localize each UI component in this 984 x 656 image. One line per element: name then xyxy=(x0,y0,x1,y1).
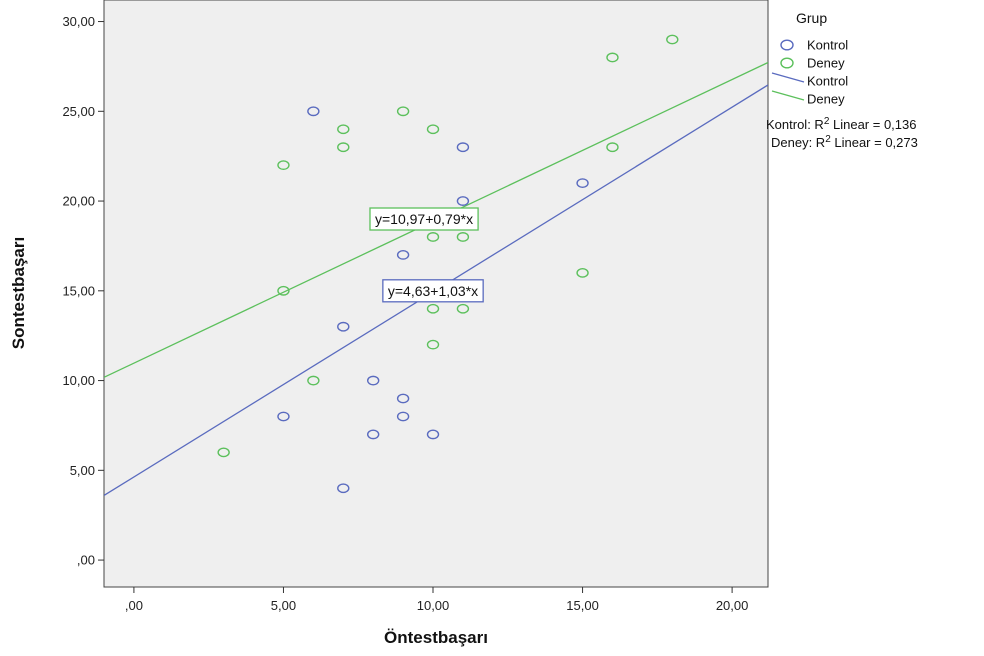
legend-marker-deney xyxy=(780,57,794,69)
point-kontrol xyxy=(576,178,589,189)
point-kontrol xyxy=(277,411,290,422)
point-deney xyxy=(426,339,440,350)
x-tick-label: 10,00 xyxy=(417,598,450,613)
point-kontrol xyxy=(366,375,380,386)
point-kontrol xyxy=(337,321,350,332)
y-tick-label: 25,00 xyxy=(62,104,95,119)
point-deney xyxy=(277,160,290,171)
point-kontrol xyxy=(396,411,410,422)
legend-line-kontrol xyxy=(771,72,805,83)
y-tick-label: 20,00 xyxy=(62,194,95,209)
point-deney xyxy=(576,267,589,278)
point-deney xyxy=(456,303,470,314)
point-kontrol xyxy=(396,393,410,404)
point-deney xyxy=(456,232,470,242)
point-kontrol xyxy=(456,196,470,206)
x-tick-label: 5,00 xyxy=(271,598,296,613)
legend-label: Kontrol xyxy=(807,38,848,53)
legend-label: Deney xyxy=(807,56,845,71)
legend-line-label: Deney xyxy=(807,92,845,107)
y-tick-label: 15,00 xyxy=(62,283,95,298)
point-deney xyxy=(426,232,440,242)
point-kontrol xyxy=(456,142,470,153)
equation-label-kontrol: y=4,63+1,03*x xyxy=(382,279,484,303)
point-deney xyxy=(337,142,350,153)
equation-text: y=10,97+0,79*x xyxy=(375,211,473,227)
point-kontrol xyxy=(396,250,410,260)
point-kontrol xyxy=(366,429,380,440)
legend-title: Grup xyxy=(796,10,827,26)
point-kontrol xyxy=(337,483,350,494)
point-deney xyxy=(666,34,679,45)
x-tick-label: 20,00 xyxy=(716,598,749,613)
point-deney xyxy=(217,447,230,458)
legend-line-deney xyxy=(771,90,805,101)
y-axis: ,00 5,00 10,00 15,00 20,00 25,00 30,00 xyxy=(62,14,104,568)
equation-text: y=4,63+1,03*x xyxy=(388,283,478,299)
y-tick-label: 30,00 xyxy=(62,14,95,29)
y-tick-label: 5,00 xyxy=(70,463,95,478)
point-deney xyxy=(396,106,410,117)
y-tick-label: ,00 xyxy=(77,553,95,568)
x-axis-title: Öntestbaşarı xyxy=(384,628,488,647)
x-axis: ,00 5,00 10,00 15,00 20,00 xyxy=(125,587,749,613)
point-deney xyxy=(337,124,350,135)
legend-line-label: Kontrol xyxy=(807,74,848,89)
equation-box xyxy=(382,279,484,303)
equation-labels: y=4,63+1,03*x y=10,97+0,79*x xyxy=(369,207,484,303)
x-tick-label: ,00 xyxy=(125,598,143,613)
r2-annotation: Deney: R2 Linear = 0,273 xyxy=(771,134,918,150)
point-kontrol xyxy=(426,429,440,440)
point-deney xyxy=(307,375,320,386)
point-deney xyxy=(426,124,440,135)
point-deney xyxy=(606,142,619,153)
data-points xyxy=(217,34,679,494)
y-axis-title: Sontestbaşarı xyxy=(9,237,28,349)
r2-annotation: Kontrol: R2 Linear = 0,136 xyxy=(766,116,916,132)
point-deney xyxy=(606,52,619,63)
x-tick-label: 15,00 xyxy=(566,598,599,613)
y-tick-label: 10,00 xyxy=(62,373,95,388)
point-kontrol xyxy=(307,106,320,117)
legend-marker-kontrol xyxy=(780,39,794,51)
equation-box xyxy=(369,207,479,231)
legend: Grup Kontrol Deney Kontrol Deney Kontrol: R2… xyxy=(766,10,918,150)
point-deney xyxy=(426,303,440,314)
point-deney xyxy=(277,285,290,296)
equation-label-deney: y=10,97+0,79*x xyxy=(369,207,479,231)
